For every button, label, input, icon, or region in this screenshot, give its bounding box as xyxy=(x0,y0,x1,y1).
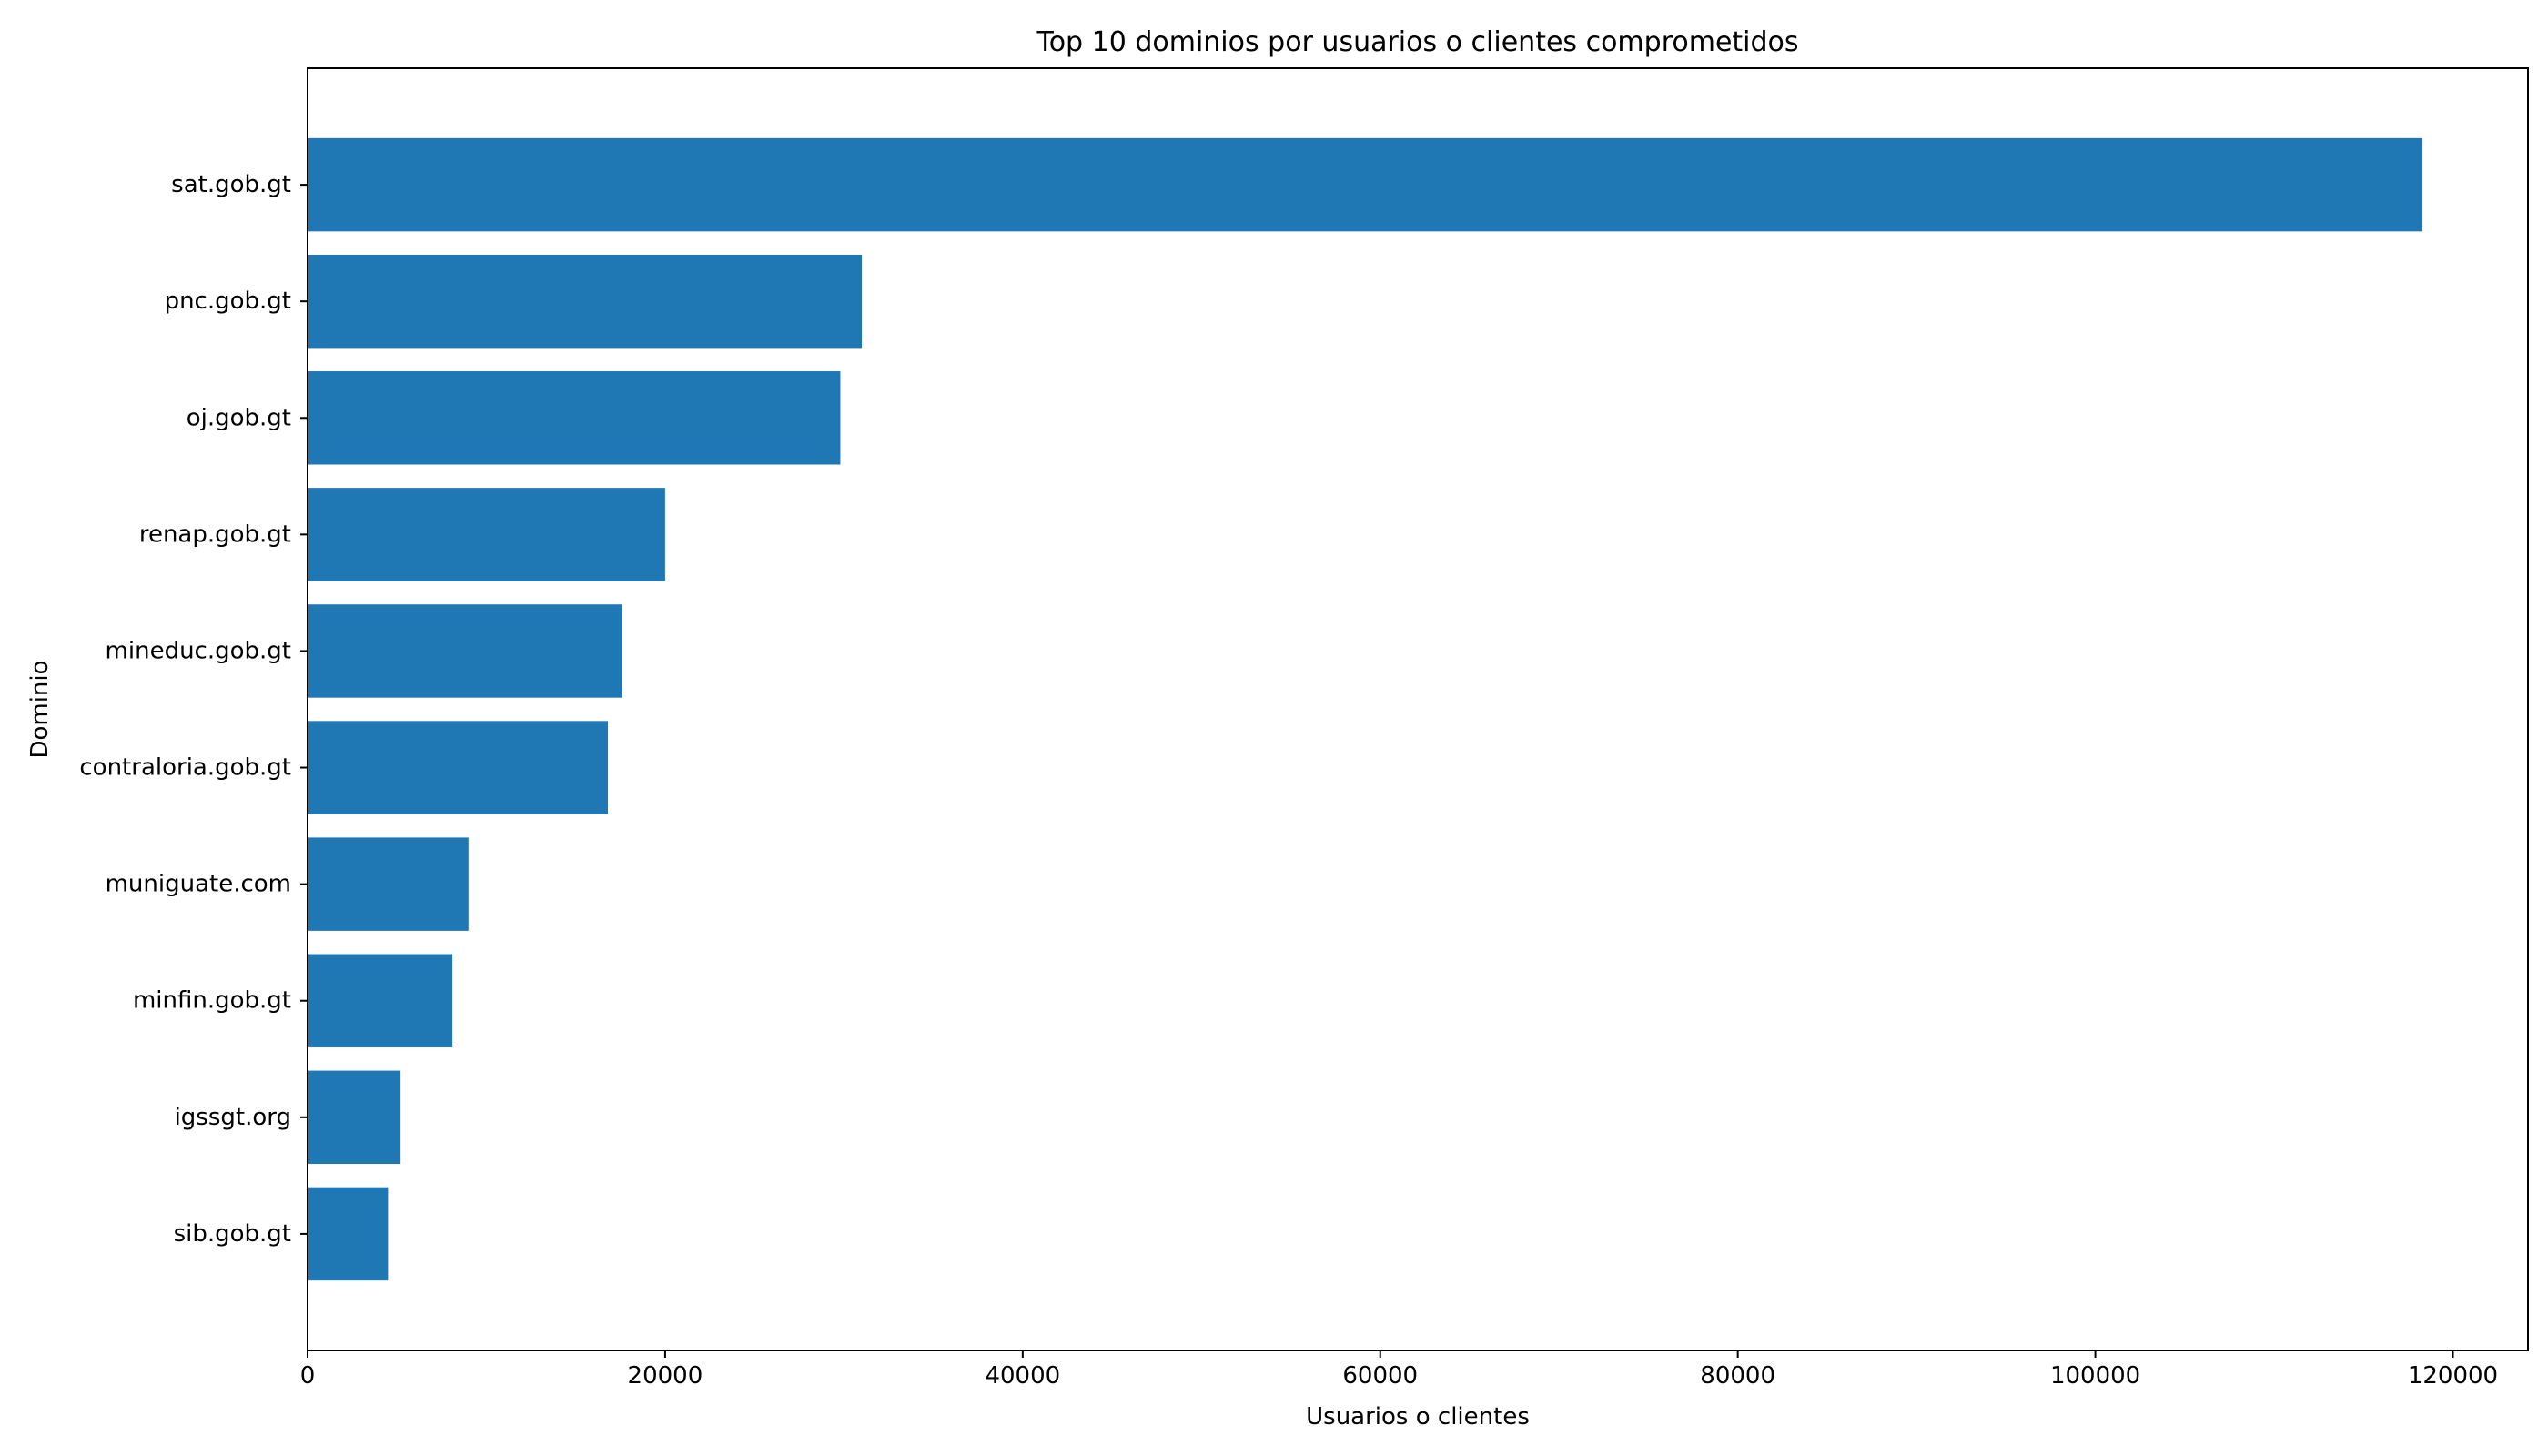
bar-igssgt-org xyxy=(308,1070,401,1165)
x-axis-label: Usuarios o clientes xyxy=(1306,1403,1530,1431)
axes-layer xyxy=(307,67,2529,1351)
plot-frame xyxy=(307,67,2529,1351)
y-tick-label: mineduc.gob.gt xyxy=(106,637,291,664)
y-tick-label: igssgt.org xyxy=(175,1104,291,1131)
x-tick-label: 40000 xyxy=(985,1362,1060,1390)
y-tick-label: sib.gob.gt xyxy=(174,1220,291,1248)
x-tick-label: 0 xyxy=(300,1362,316,1390)
bar-pnc-gob-gt xyxy=(308,254,863,349)
chart-title: Top 10 dominios por usuarios o clientes … xyxy=(1036,26,1798,58)
y-tick-label: oj.gob.gt xyxy=(187,404,291,431)
x-tick-label: 120000 xyxy=(2408,1362,2498,1390)
bar-mineduc-gob-gt xyxy=(308,604,622,698)
y-ticks: sat.gob.gt pnc.gob.gt oj.gob.gt renap.gob.g… xyxy=(79,171,308,1248)
x-tick-label: 60000 xyxy=(1342,1362,1418,1390)
bar-sat-gob-gt xyxy=(308,137,2423,232)
y-tick-label: pnc.gob.gt xyxy=(165,288,291,315)
bar-oj-gob-gt xyxy=(308,371,841,465)
y-tick-label: muniguate.com xyxy=(106,871,291,898)
x-ticks: 0 20000 40000 60000 80000 100000 120000 xyxy=(300,1350,2498,1390)
bars-layer xyxy=(308,137,2423,1281)
y-tick-label: renap.gob.gt xyxy=(139,521,291,548)
y-tick-label: sat.gob.gt xyxy=(171,171,291,198)
bar-minfin-gob-gt xyxy=(308,954,453,1047)
x-tick-label: 100000 xyxy=(2050,1362,2140,1390)
x-tick-label: 20000 xyxy=(628,1362,703,1390)
y-axis-label: Dominio xyxy=(26,660,54,758)
bar-sib-gob-gt xyxy=(308,1187,389,1281)
bar-renap-gob-gt xyxy=(308,488,665,581)
bar-muniguate-com xyxy=(308,837,469,931)
y-tick-label: contraloria.gob.gt xyxy=(79,754,291,782)
y-tick-label: minfin.gob.gt xyxy=(133,987,291,1015)
bar-contraloria-gob-gt xyxy=(308,721,609,814)
x-tick-label: 80000 xyxy=(1700,1362,1775,1390)
